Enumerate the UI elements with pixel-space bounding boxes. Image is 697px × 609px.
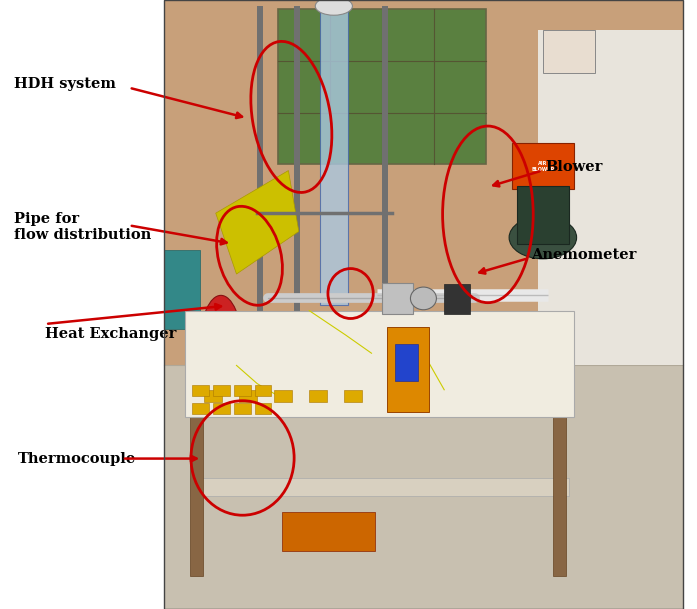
Bar	[387, 327, 429, 412]
Bar	[213, 403, 230, 414]
Bar	[190, 414, 203, 576]
Bar	[344, 390, 362, 402]
Bar	[278, 9, 486, 164]
Bar	[395, 344, 418, 381]
Bar	[164, 0, 683, 609]
Bar	[164, 365, 683, 609]
Bar	[192, 385, 209, 396]
Bar	[234, 385, 250, 396]
Bar	[382, 6, 388, 365]
Text: HDH system: HDH system	[14, 77, 116, 91]
Bar	[444, 284, 470, 314]
Bar	[543, 30, 595, 73]
Bar	[517, 186, 569, 244]
Bar	[553, 414, 566, 576]
Ellipse shape	[395, 350, 431, 405]
Bar	[257, 6, 263, 365]
Bar	[254, 385, 271, 396]
Bar	[254, 403, 271, 414]
Bar	[512, 143, 574, 189]
Bar	[382, 283, 413, 314]
Bar	[164, 250, 200, 329]
Circle shape	[411, 287, 436, 310]
Bar	[234, 403, 250, 414]
Bar	[190, 478, 569, 496]
Text: Blower: Blower	[545, 160, 602, 174]
Polygon shape	[216, 171, 299, 274]
Bar	[164, 0, 683, 609]
Bar	[319, 6, 348, 304]
Bar	[185, 311, 574, 417]
Bar	[293, 6, 300, 365]
Ellipse shape	[200, 295, 242, 393]
Bar	[278, 9, 486, 164]
Bar	[274, 390, 292, 402]
Text: Pipe for
flow distribution: Pipe for flow distribution	[14, 212, 151, 242]
Ellipse shape	[509, 216, 576, 259]
Bar	[204, 390, 222, 402]
Text: AIR
BLOWER: AIR BLOWER	[531, 161, 555, 172]
Bar	[192, 403, 209, 414]
Bar	[282, 512, 376, 551]
Text: Anemometer: Anemometer	[531, 248, 636, 261]
Bar	[537, 30, 683, 365]
Bar	[309, 390, 328, 402]
Text: Heat Exchanger: Heat Exchanger	[45, 327, 176, 340]
Text: Thermocouple: Thermocouple	[17, 452, 136, 465]
Bar	[213, 385, 230, 396]
Bar	[239, 390, 257, 402]
Ellipse shape	[315, 0, 353, 15]
